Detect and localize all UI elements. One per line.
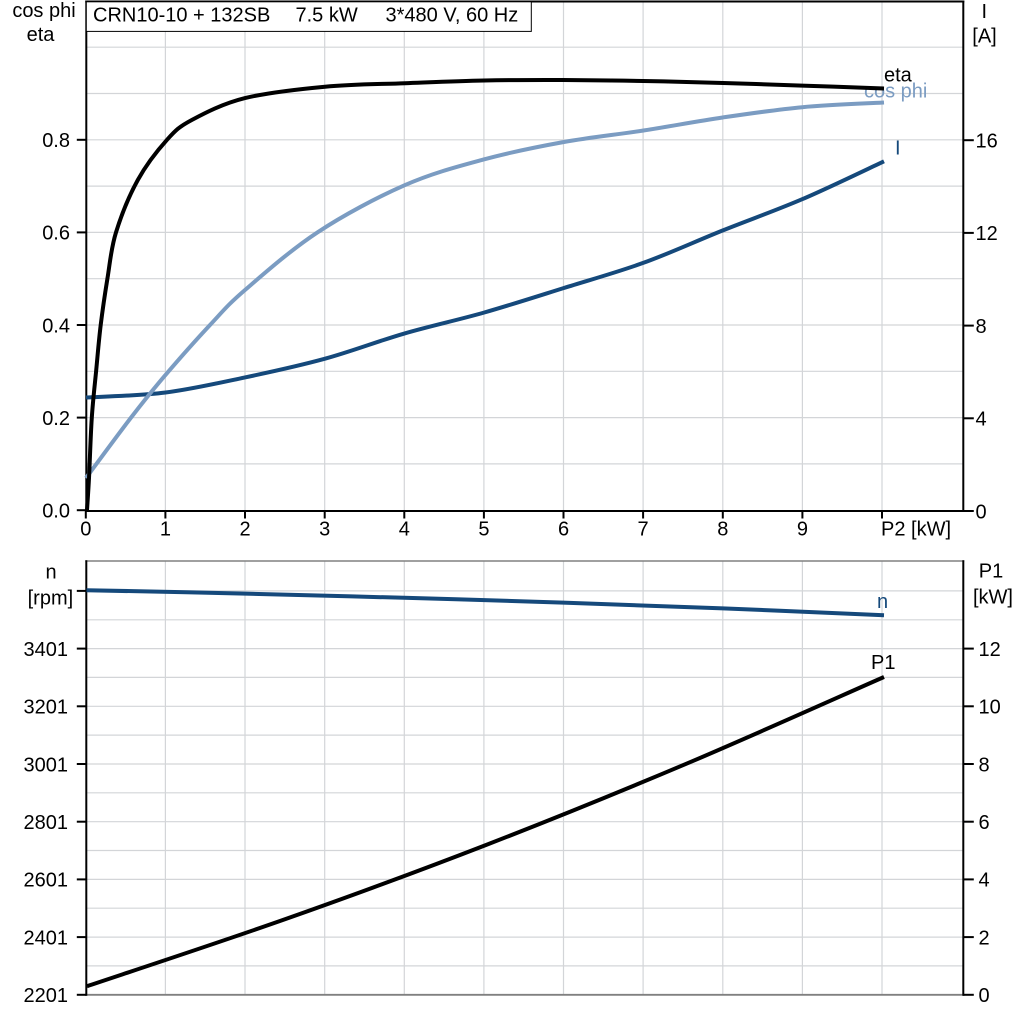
svg-text:eta: eta [884,65,913,87]
svg-text:0: 0 [979,985,990,1007]
svg-text:3401: 3401 [24,639,69,661]
svg-text:P1: P1 [979,561,1003,583]
svg-text:2: 2 [239,519,250,541]
svg-text:0.0: 0.0 [42,501,70,523]
svg-text:3201: 3201 [24,697,69,719]
svg-text:2801: 2801 [24,812,69,834]
svg-text:6: 6 [558,519,569,541]
svg-text:4: 4 [976,409,987,431]
svg-text:2201: 2201 [24,985,69,1007]
svg-text:9: 9 [797,519,808,541]
svg-text:7.5 kW: 7.5 kW [296,5,358,27]
svg-text:P2 [kW]: P2 [kW] [881,519,951,541]
svg-text:cos phi: cos phi [864,80,927,102]
svg-text:I: I [982,1,988,23]
svg-text:0.4: 0.4 [42,315,70,337]
svg-text:4: 4 [979,870,990,892]
svg-text:12: 12 [976,223,998,245]
svg-text:10: 10 [979,697,1001,719]
svg-text:2401: 2401 [24,927,69,949]
svg-text:eta: eta [27,24,56,46]
svg-text:8: 8 [979,754,990,776]
svg-text:3001: 3001 [24,754,69,776]
svg-text:0: 0 [976,501,987,523]
svg-text:2: 2 [979,927,990,949]
svg-text:P1: P1 [871,652,895,674]
svg-text:I: I [895,137,901,159]
svg-text:3*480 V, 60 Hz: 3*480 V, 60 Hz [386,5,519,27]
svg-text:7: 7 [638,519,649,541]
svg-text:1: 1 [160,519,171,541]
svg-text:[A]: [A] [972,26,996,48]
svg-text:3: 3 [319,519,330,541]
svg-text:4: 4 [399,519,410,541]
svg-text:5: 5 [478,519,489,541]
svg-text:16: 16 [976,131,998,153]
svg-text:CRN10-10 + 132SB: CRN10-10 + 132SB [93,5,270,27]
svg-text:0: 0 [80,519,91,541]
svg-text:12: 12 [979,639,1001,661]
svg-text:0.2: 0.2 [42,408,70,430]
svg-text:[kW]: [kW] [973,587,1013,609]
svg-text:0.8: 0.8 [42,130,70,152]
svg-text:n: n [877,591,888,613]
svg-text:8: 8 [976,316,987,338]
svg-text:cos phi: cos phi [12,0,75,22]
svg-text:0.6: 0.6 [42,223,70,245]
svg-text:6: 6 [979,812,990,834]
svg-text:2601: 2601 [24,870,69,892]
svg-text:n: n [45,562,56,584]
svg-text:[rpm]: [rpm] [28,588,74,610]
svg-text:8: 8 [717,519,728,541]
